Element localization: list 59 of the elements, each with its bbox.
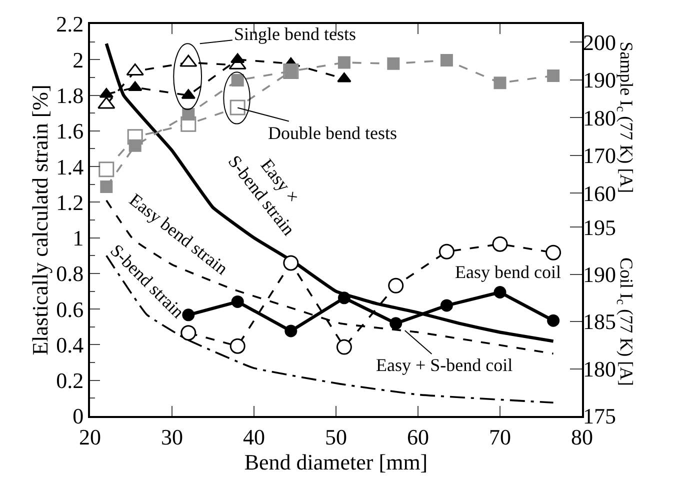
point [338, 56, 350, 69]
y-axis-title: Elastically calculatd strain [%] [27, 84, 52, 356]
point [284, 324, 298, 338]
x-tick-label: 70 [489, 424, 511, 450]
point [230, 100, 246, 116]
y-tick-label: 1 [72, 226, 84, 251]
x-axis-title: Bend diameter [mm] [244, 449, 428, 474]
point [388, 278, 404, 294]
y-tick-label: 1.6 [56, 118, 84, 144]
y2-tick-label: 200 [583, 30, 616, 55]
point [547, 69, 560, 82]
point [100, 180, 113, 194]
x-tick-label: 60 [407, 424, 429, 450]
annotation: Single bend tests [234, 24, 356, 44]
point [338, 292, 350, 304]
point [231, 74, 244, 87]
y-tick-label: 0.2 [56, 368, 84, 394]
point [128, 139, 142, 152]
y-tick-label: 1.2 [56, 190, 84, 215]
annotation: Easy + S-bend coil [376, 355, 513, 375]
annotation: Easy bend coil [455, 262, 561, 282]
point [283, 255, 299, 271]
point [98, 162, 114, 178]
x-tick-label: 50 [325, 424, 347, 450]
y-tick-label: 0.6 [56, 296, 84, 322]
point [231, 295, 244, 308]
annotation: Double bend tests [268, 123, 397, 143]
point [494, 76, 506, 90]
y2-tick-label: 190 [583, 68, 616, 93]
x-tick-label: 30 [161, 424, 183, 450]
y2-tick-label: 160 [583, 180, 616, 206]
y-tick-label: 1.4 [56, 154, 84, 180]
y2-tick-label: 170 [583, 143, 616, 168]
y3-tick-label: 185 [583, 309, 616, 334]
point [390, 317, 402, 330]
x-tick-label: 40 [243, 424, 265, 450]
y-tick-label: 1.8 [56, 82, 84, 108]
point [387, 57, 400, 70]
y-tick-label: 0.8 [56, 261, 84, 286]
point [230, 338, 246, 354]
y3-tick-label: 195 [583, 214, 616, 240]
point [336, 339, 352, 355]
y-tick-label: 2 [72, 47, 84, 72]
y-tick-label: 0.4 [56, 332, 84, 358]
point [492, 236, 508, 252]
y3-tick-label: 190 [583, 262, 616, 288]
y2-tick-label: 180 [583, 105, 616, 130]
point [440, 54, 453, 66]
y3-tick-label: 180 [583, 356, 616, 382]
point [494, 286, 506, 299]
point [182, 308, 195, 322]
point [546, 244, 562, 260]
point [182, 108, 195, 121]
point [547, 314, 560, 327]
point [99, 88, 114, 98]
y-tick-label: 2.2 [56, 12, 84, 37]
point [440, 299, 453, 312]
point [438, 244, 454, 260]
point [180, 325, 196, 341]
